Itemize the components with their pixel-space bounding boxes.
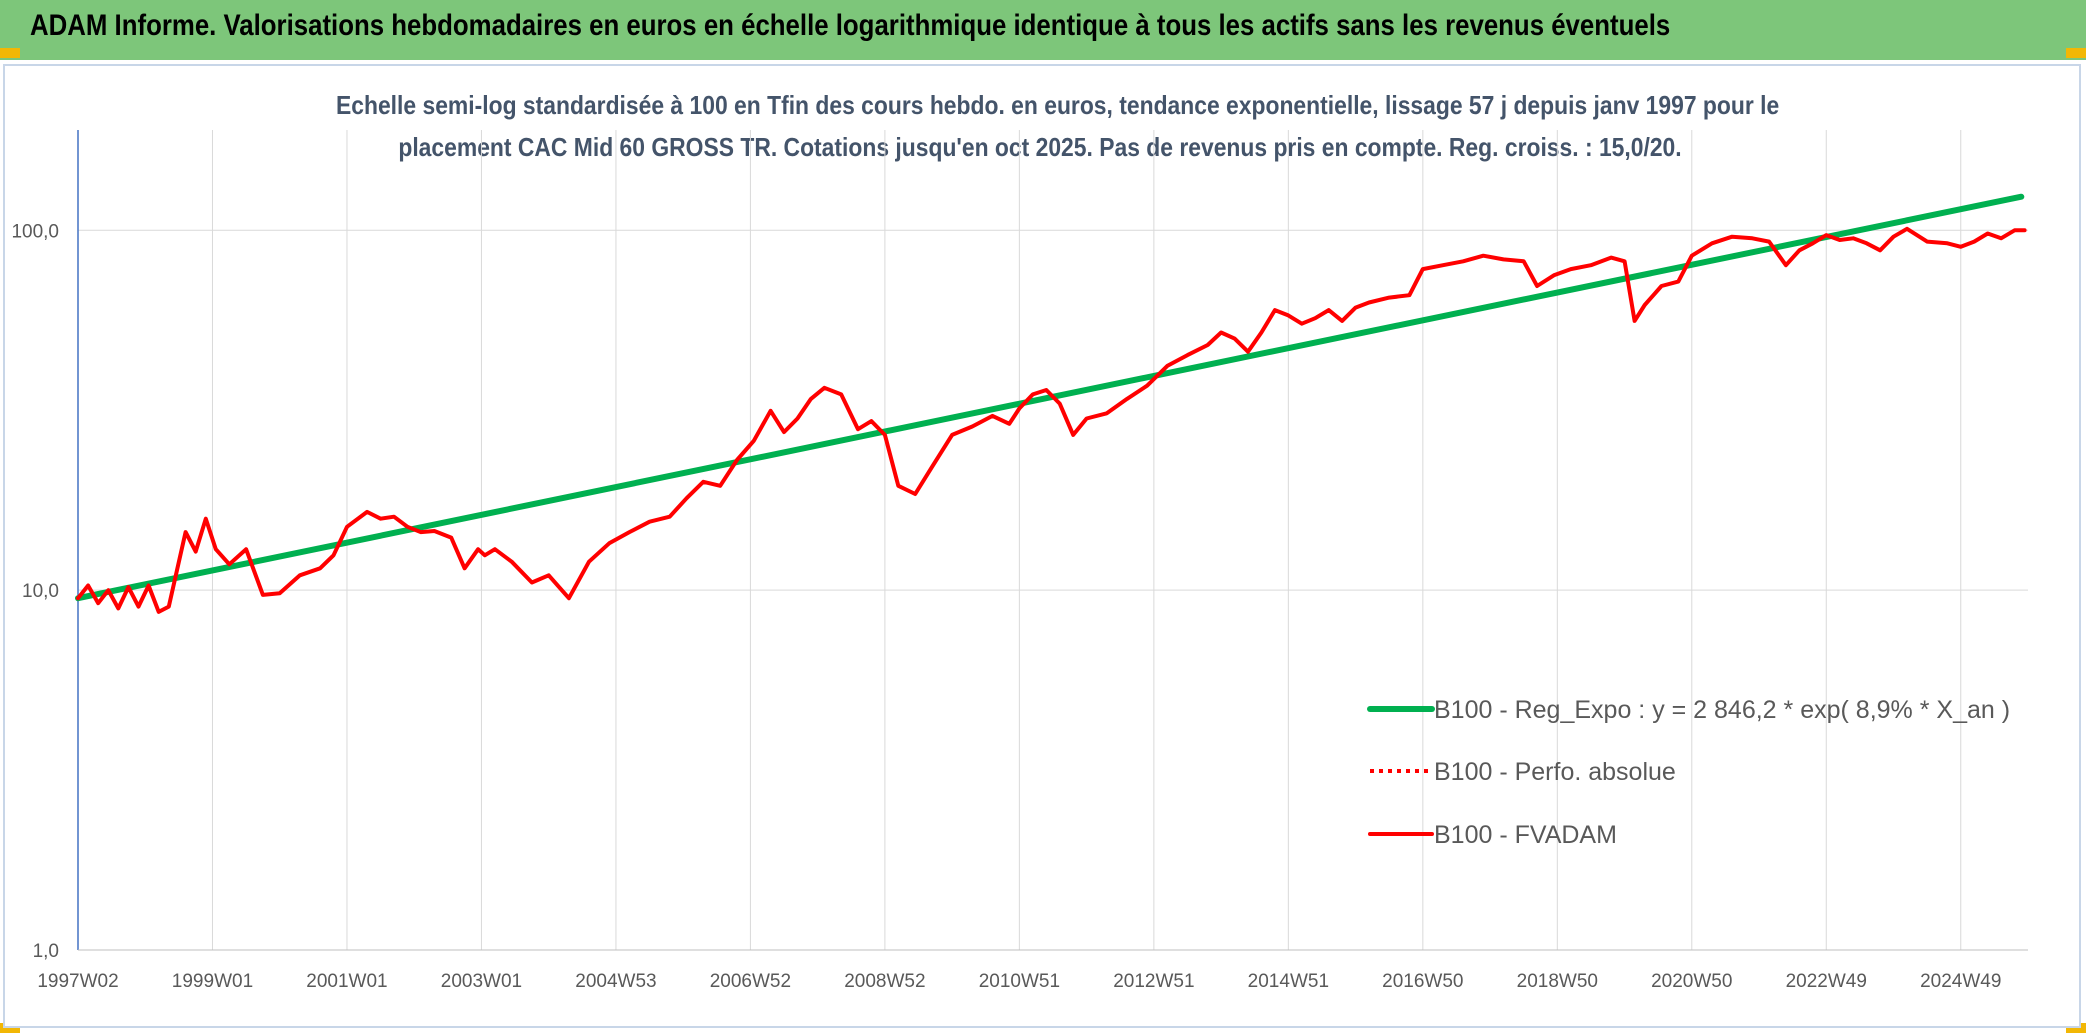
- y-tick-label: 10,0: [22, 581, 59, 602]
- x-tick-label: 2016W50: [1382, 971, 1463, 992]
- x-tick-label: 2004W53: [575, 971, 656, 992]
- x-tick-label: 2012W51: [1113, 971, 1194, 992]
- series-line-0: [75, 193, 2025, 602]
- x-tick-label: 2014W51: [1248, 971, 1329, 992]
- chart-subtitle-line-2: placement CAC Mid 60 GROSS TR. Cotations…: [398, 132, 1682, 162]
- x-tick-label: 2010W51: [979, 971, 1060, 992]
- y-tick-label: 1,0: [33, 941, 59, 962]
- report-banner: ADAM Informe. Valorisations hebdomadaire…: [0, 0, 2086, 60]
- y-tick-label: 100,0: [11, 221, 59, 242]
- x-tick-label: 2020W50: [1651, 971, 1732, 992]
- legend-label: B100 - FVADAM: [1434, 821, 1617, 849]
- x-tick-label: 1997W02: [37, 971, 118, 992]
- report-title: ADAM Informe. Valorisations hebdomadaire…: [30, 9, 1671, 42]
- x-tick-label: 2001W01: [306, 971, 387, 992]
- chart-subtitle-line-1: Echelle semi-log standardisée à 100 en T…: [336, 90, 1780, 120]
- chart-frame: [3, 64, 2081, 1028]
- x-tick-label: 2003W01: [441, 971, 522, 992]
- left-corner-marker: [0, 48, 20, 58]
- x-tick-label: 2008W52: [844, 971, 925, 992]
- x-tick-label: 2022W49: [1786, 971, 1867, 992]
- right-corner-marker: [2066, 48, 2086, 58]
- series-line-2: [76, 226, 2027, 614]
- legend-label: B100 - Perfo. absolue: [1434, 758, 1676, 786]
- legend-label: B100 - Reg_Expo : y = 2 846,2 * exp( 8,9…: [1434, 696, 2010, 724]
- bottom-right-corner-marker: [2066, 1023, 2086, 1033]
- x-tick-label: 1999W01: [172, 971, 253, 992]
- bottom-left-corner-marker: [0, 1023, 20, 1033]
- x-tick-label: 2018W50: [1517, 971, 1598, 992]
- x-tick-label: 2024W49: [1920, 971, 2001, 992]
- x-tick-label: 2006W52: [710, 971, 791, 992]
